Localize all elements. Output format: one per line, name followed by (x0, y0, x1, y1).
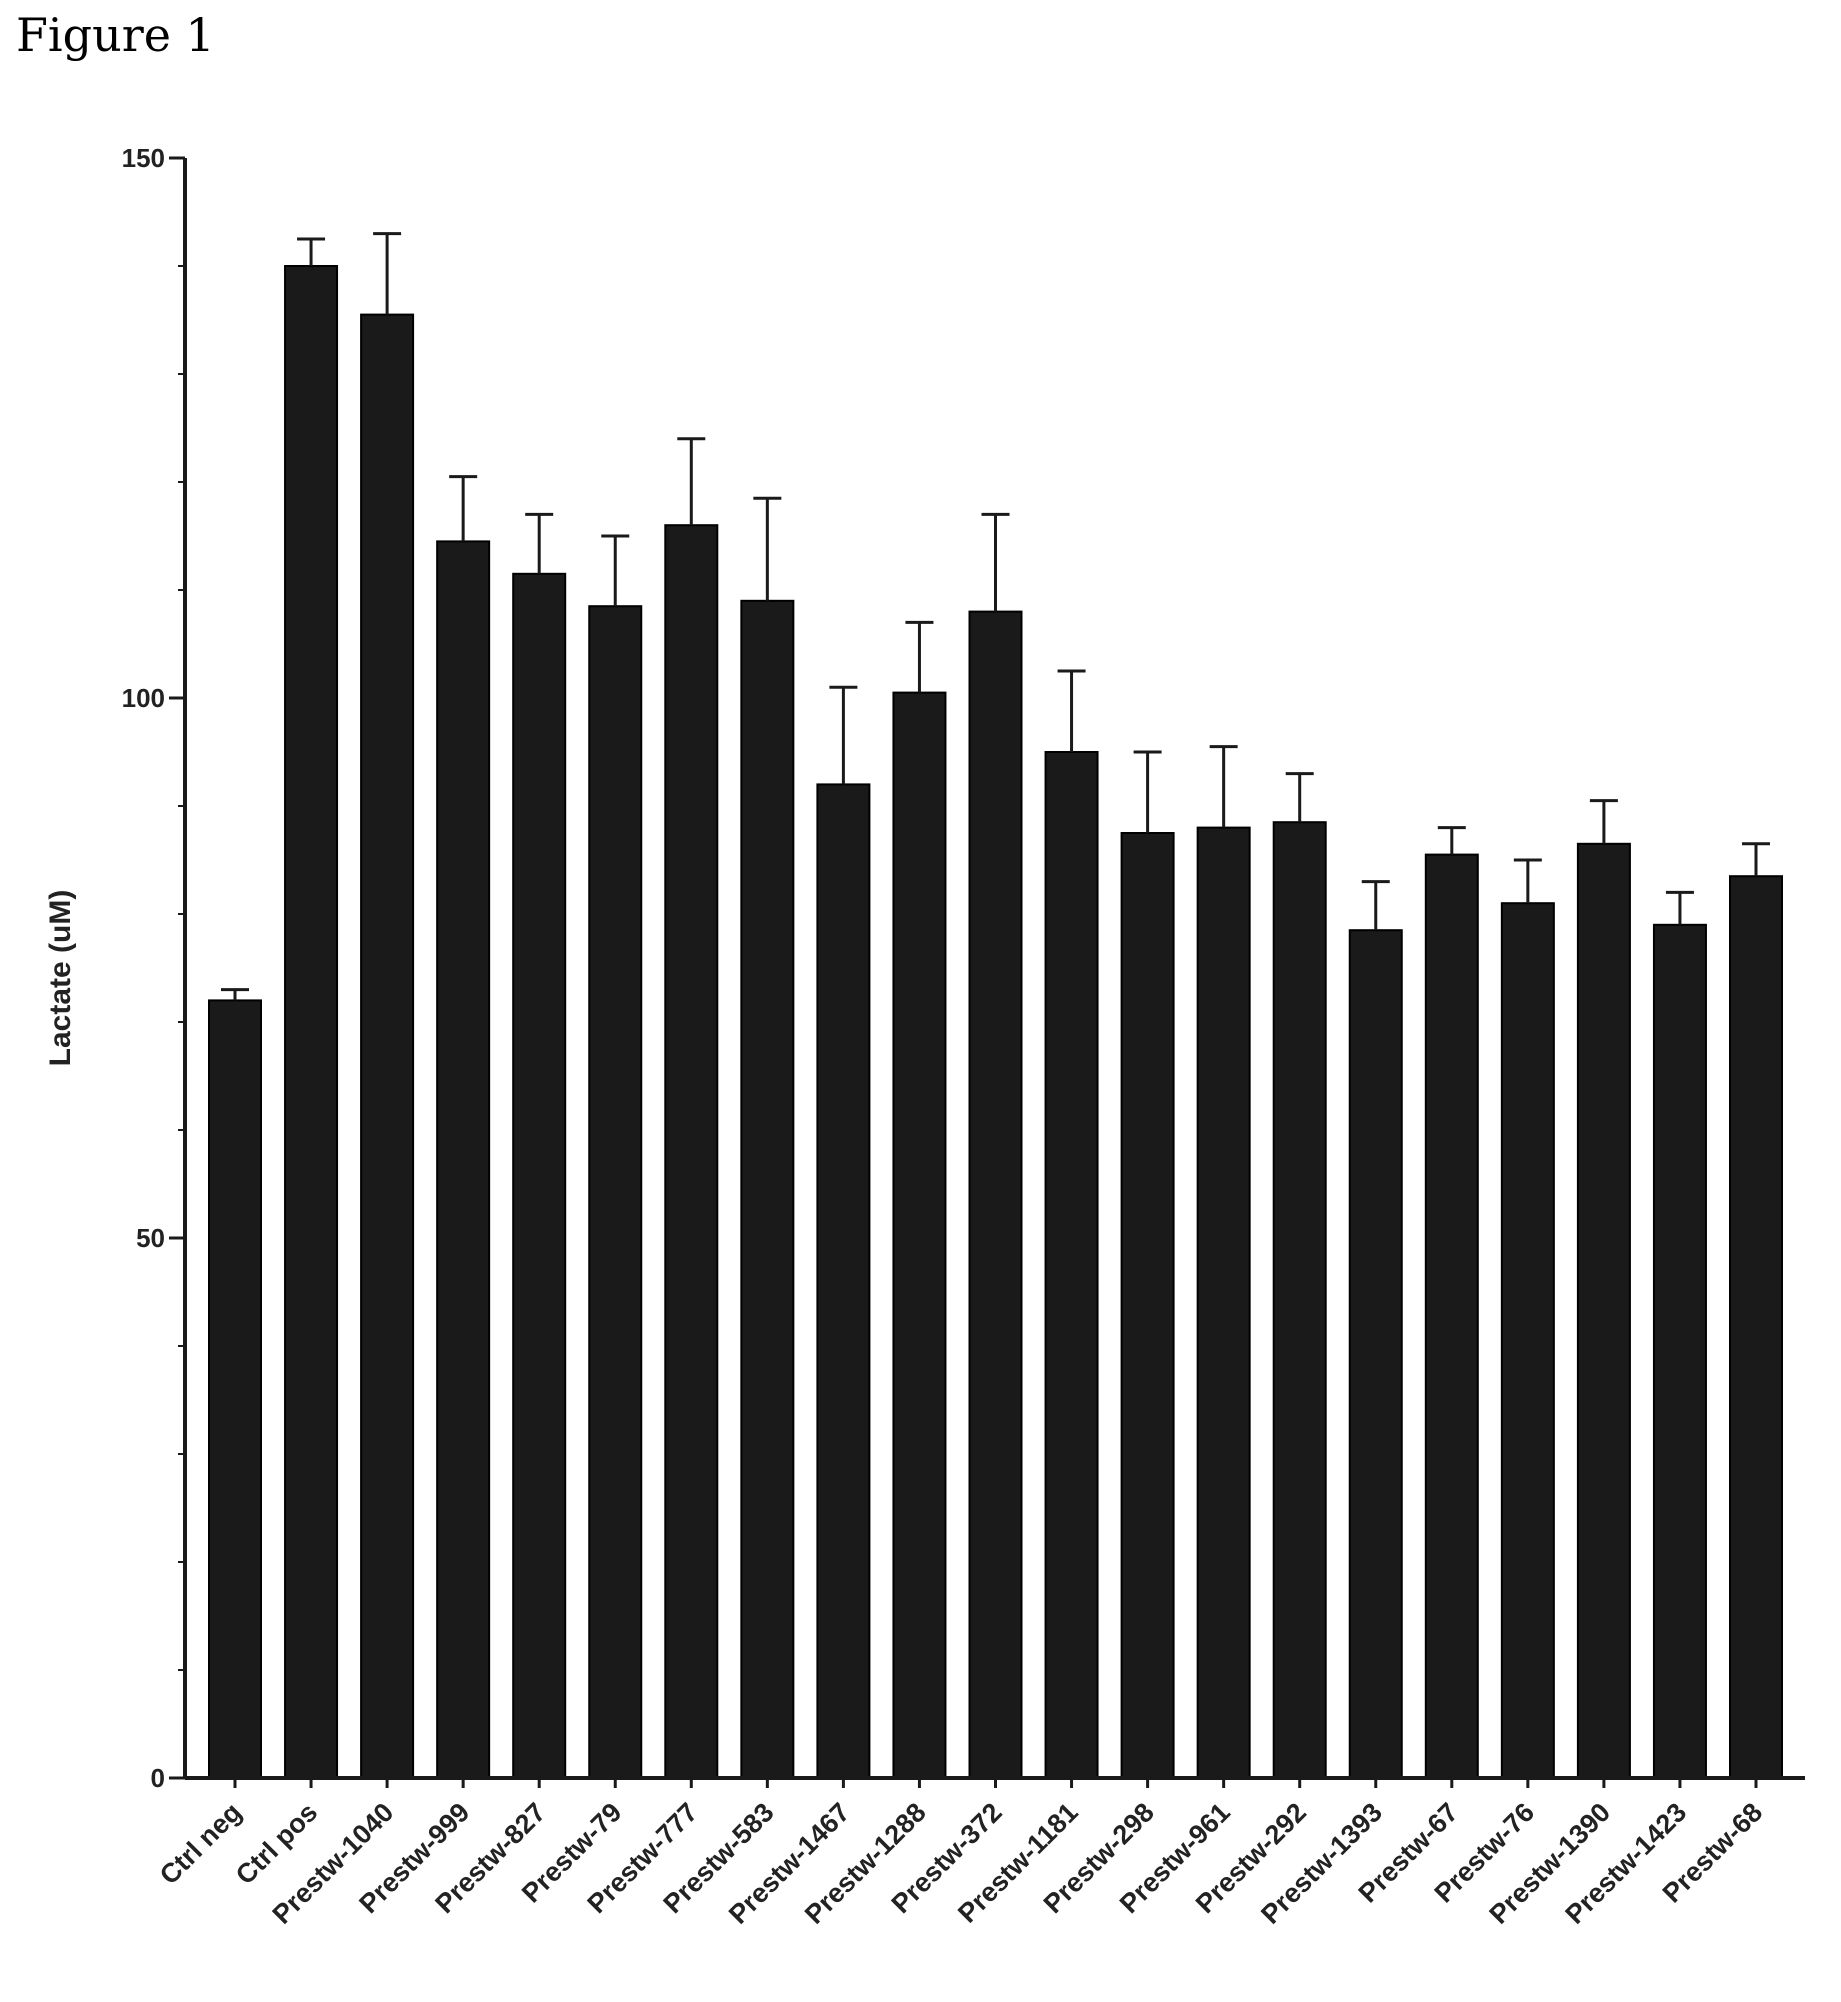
bar (1424, 853, 1479, 1779)
bar (588, 605, 643, 1780)
bar (740, 599, 795, 1779)
bar (1576, 842, 1631, 1779)
bar (284, 265, 339, 1779)
bar (1348, 929, 1403, 1779)
bar (208, 999, 262, 1779)
y-tick-label: 50 (136, 1223, 165, 1253)
y-axis-title: Lactate (uM) (44, 890, 77, 1067)
error-bars-layer (221, 232, 1770, 1001)
bar (1196, 826, 1251, 1779)
axes-layer (169, 156, 1805, 1788)
bars-layer (208, 265, 1783, 1780)
bar (1272, 821, 1327, 1779)
bar (664, 524, 719, 1780)
bar (436, 540, 491, 1779)
bar (1729, 875, 1783, 1779)
bar (1120, 832, 1175, 1779)
bar (1500, 902, 1555, 1779)
bar (968, 610, 1023, 1779)
y-tick-label: 150 (122, 143, 165, 173)
y-tick-label: 100 (122, 683, 165, 713)
y-tick-label: 0 (151, 1763, 165, 1793)
x-tick-label: Ctrl neg (154, 1797, 247, 1890)
bar (1044, 751, 1099, 1779)
bar (512, 572, 567, 1779)
bar (892, 691, 947, 1779)
bar (816, 783, 871, 1779)
bar (1652, 923, 1707, 1779)
bar (360, 313, 415, 1780)
figure-label: Figure 1 (16, 8, 215, 62)
